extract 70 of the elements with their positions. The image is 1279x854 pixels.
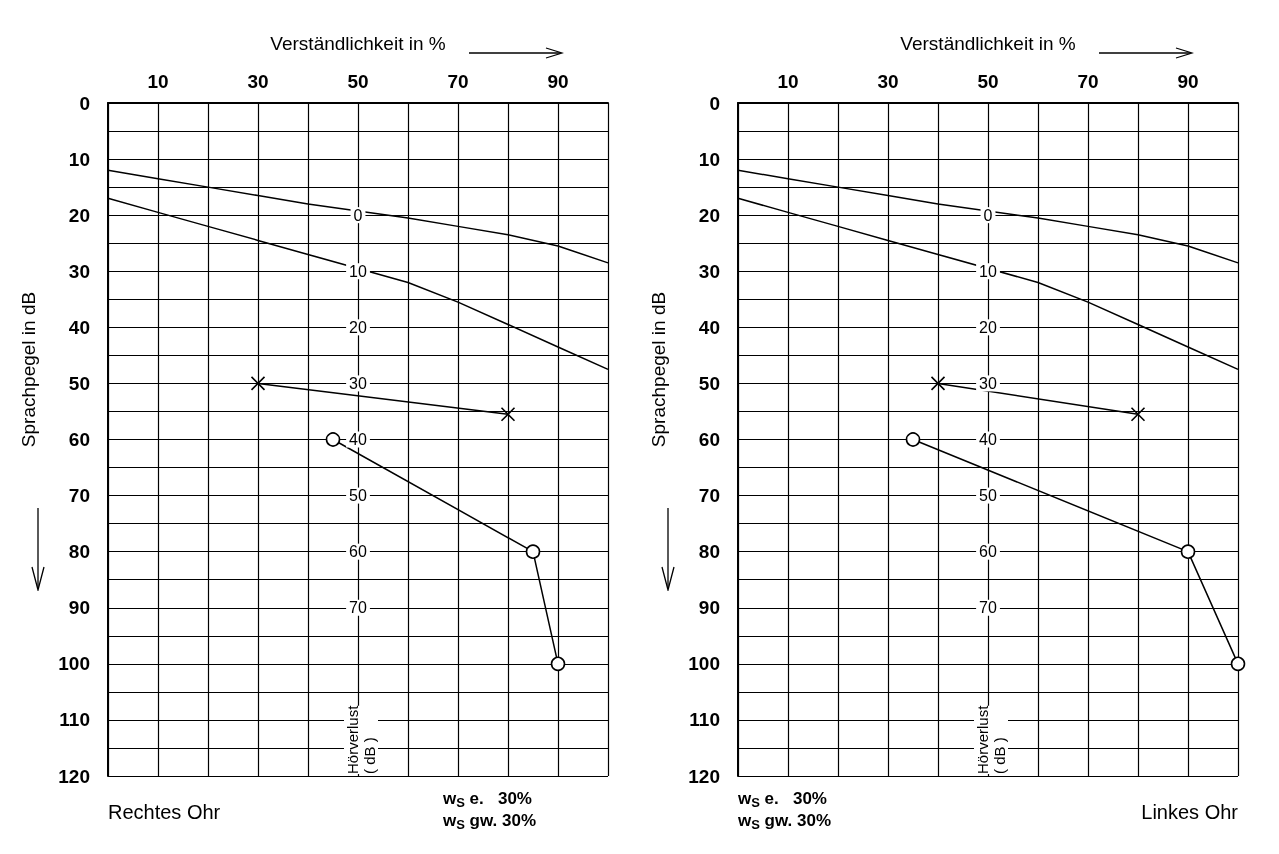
y-tick-label: 120 <box>58 765 90 787</box>
y2-tick-label: 60 <box>979 543 997 561</box>
x-tick-label: 50 <box>977 71 999 92</box>
point <box>500 406 516 422</box>
point <box>930 376 946 391</box>
y2-tick-label: 40 <box>979 431 997 448</box>
point <box>250 376 266 391</box>
y-tick-label: 20 <box>698 204 720 226</box>
text: Linkes Ohr <box>1141 801 1239 823</box>
x-axis-title: Verständlichkeit in % <box>270 33 446 54</box>
y2-tick-label: 70 <box>979 599 997 617</box>
y-tick-label: 0 <box>79 92 90 114</box>
y-tick-label: 100 <box>58 653 90 675</box>
y-tick-label: 100 <box>688 653 720 675</box>
text: Rechtes Ohr <box>108 801 221 823</box>
x-tick-label: 10 <box>777 71 799 92</box>
y-axis-title: Sprachpegel in dB <box>18 291 39 448</box>
y-tick-label: 10 <box>698 148 720 170</box>
point <box>525 544 541 559</box>
x-tick-label: 30 <box>247 71 269 92</box>
point <box>905 432 921 447</box>
x-tick-label: 30 <box>877 71 899 92</box>
y-tick-label: 120 <box>688 765 720 787</box>
y2-axis-title: Hörverlust ( dB ) <box>344 704 378 774</box>
y-tick-label: 90 <box>698 597 720 619</box>
y2-tick-label: 50 <box>979 487 997 505</box>
y2-tick-label: 10 <box>349 262 367 280</box>
y2-tick-label: 0 <box>983 206 993 224</box>
y-tick-label: 10 <box>68 148 90 170</box>
y-tick-label: 20 <box>68 204 90 226</box>
y-tick-label: 80 <box>698 541 720 563</box>
y-tick-label: 40 <box>698 316 720 338</box>
y2-tick-label: 10 <box>979 262 997 280</box>
y-tick-label: 30 <box>68 260 90 282</box>
y-tick-label: 50 <box>698 372 720 394</box>
point <box>325 432 341 447</box>
y2-tick-label: 50 <box>349 487 367 505</box>
x-tick-label: 10 <box>147 71 169 92</box>
y2-tick-label: 30 <box>349 374 367 392</box>
x-tick-label: 90 <box>1177 71 1199 92</box>
y2-tick-label: 70 <box>349 599 367 617</box>
y-tick-label: 40 <box>68 316 90 338</box>
y-tick-label: 80 <box>68 541 90 563</box>
y-tick-label: 90 <box>68 597 90 619</box>
y2-tick-label: 60 <box>349 543 367 561</box>
y-tick-label: 30 <box>698 260 720 282</box>
y2-tick-label: 40 <box>349 431 367 448</box>
y-tick-label: 60 <box>698 429 720 450</box>
y2-tick-label: 30 <box>979 374 997 392</box>
point <box>1230 656 1246 672</box>
y-tick-label: 50 <box>68 372 90 394</box>
y2-tick-label: 0 <box>353 206 363 224</box>
y2-tick-label: 20 <box>349 318 367 336</box>
x-tick-label: 70 <box>1077 71 1099 92</box>
y-tick-label: 0 <box>709 92 720 114</box>
x-axis-title: Verständlichkeit in % <box>900 33 1076 54</box>
x-tick-label: 50 <box>347 71 369 92</box>
x-tick-label: 90 <box>547 71 569 92</box>
x-tick-label: 70 <box>447 71 469 92</box>
y2-tick-label: 20 <box>979 318 997 336</box>
point <box>550 656 566 672</box>
y-tick-label: 110 <box>689 709 720 731</box>
y2-axis-title: Hörverlust ( dB ) <box>974 704 1008 774</box>
y-axis-title: Sprachpegel in dB <box>648 291 669 448</box>
y-tick-label: 70 <box>68 485 90 507</box>
y-tick-label: 110 <box>59 709 90 731</box>
y-tick-label: 60 <box>68 429 90 450</box>
point <box>1180 544 1196 559</box>
y-tick-label: 70 <box>698 485 720 507</box>
point <box>1130 406 1146 422</box>
